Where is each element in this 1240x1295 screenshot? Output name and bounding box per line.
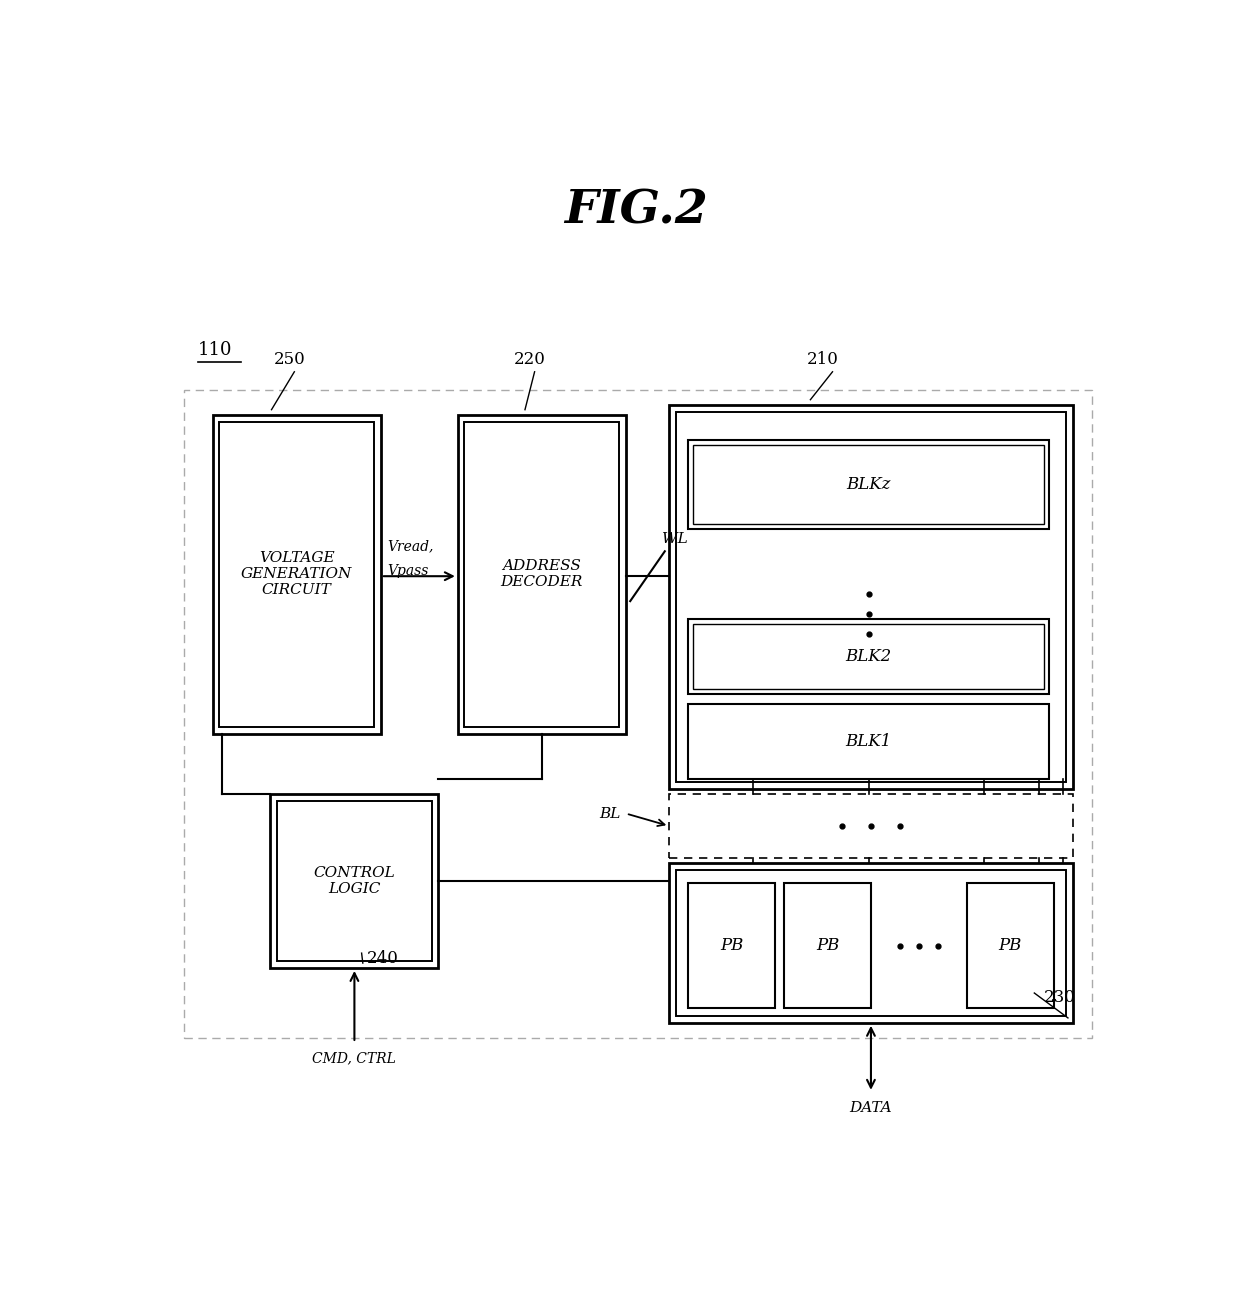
Text: BL: BL [600, 807, 621, 821]
Text: 110: 110 [198, 341, 233, 359]
Bar [670, 864, 1073, 1023]
Text: FIG.2: FIG.2 [564, 188, 707, 233]
Bar [465, 422, 619, 726]
Bar [184, 390, 1092, 1037]
Bar [688, 439, 1049, 530]
Text: 250: 250 [274, 351, 305, 368]
Bar [458, 414, 626, 734]
Text: DATA: DATA [849, 1101, 893, 1115]
Bar [688, 704, 1049, 778]
Bar [688, 883, 775, 1008]
Text: PB: PB [816, 938, 839, 954]
Bar [967, 883, 1054, 1008]
Text: Vread,: Vread, [388, 539, 434, 553]
Text: BLKz: BLKz [847, 477, 890, 493]
Text: 240: 240 [367, 949, 398, 966]
Text: 220: 220 [513, 351, 546, 368]
Bar [670, 794, 1073, 859]
Text: BLK1: BLK1 [846, 733, 892, 750]
Bar [213, 414, 381, 734]
Bar [277, 800, 432, 961]
Bar [270, 794, 439, 969]
Text: VOLTAGE
GENERATION
CIRCUIT: VOLTAGE GENERATION CIRCUIT [241, 550, 352, 597]
Text: CMD, CTRL: CMD, CTRL [312, 1050, 397, 1064]
Bar [676, 412, 1066, 782]
Text: BLK2: BLK2 [846, 648, 892, 664]
Text: 230: 230 [1044, 989, 1076, 1006]
Bar [693, 444, 1044, 524]
Text: WL: WL [662, 532, 688, 546]
Text: 210: 210 [807, 351, 838, 368]
Bar [785, 883, 870, 1008]
Bar [219, 422, 374, 726]
Text: CONTROL
LOGIC: CONTROL LOGIC [314, 866, 396, 896]
Text: PB: PB [720, 938, 743, 954]
Text: ADDRESS
DECODER: ADDRESS DECODER [501, 559, 583, 589]
Text: Vpass: Vpass [388, 565, 429, 578]
Bar [693, 624, 1044, 689]
Text: PB: PB [998, 938, 1022, 954]
Bar [676, 870, 1066, 1017]
Bar [688, 619, 1049, 694]
Bar [670, 405, 1073, 789]
